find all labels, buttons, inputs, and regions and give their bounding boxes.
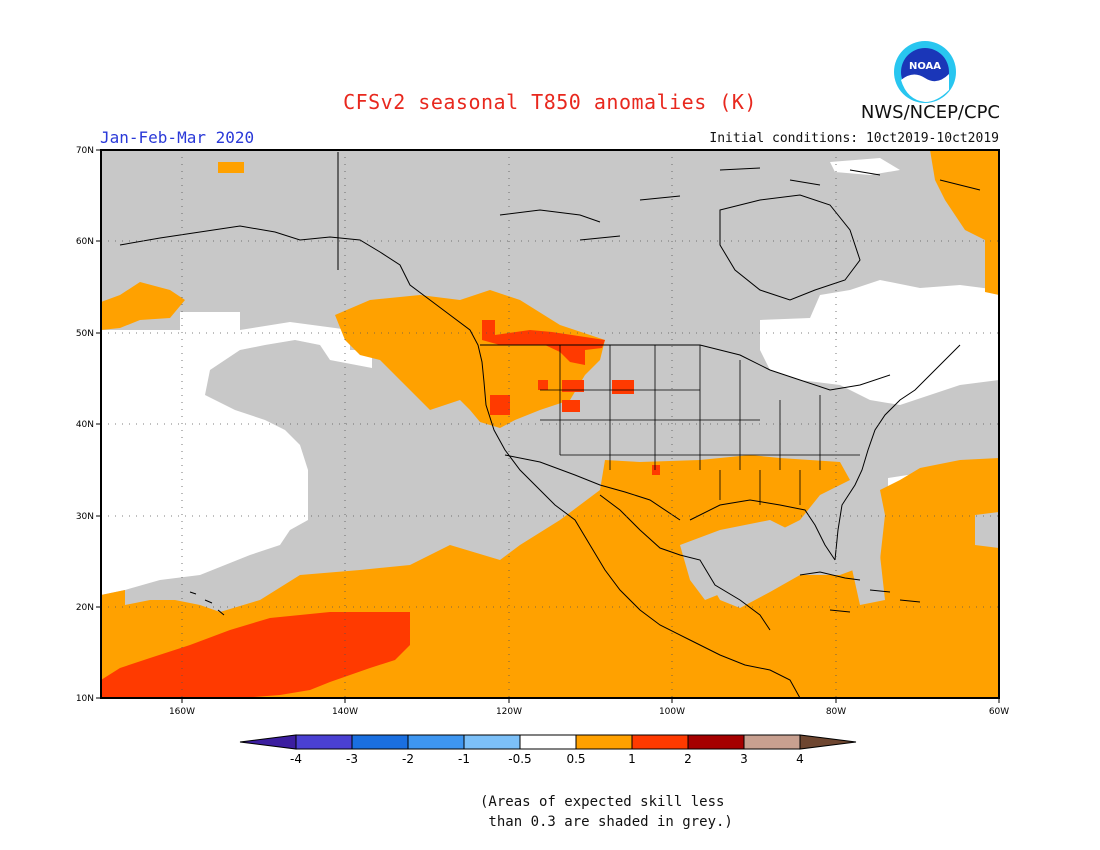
skill-less-grey-region-atlantic	[850, 512, 999, 605]
lon-label: 60W	[989, 707, 1009, 717]
agency-label: NWS/NCEP/CPC	[860, 102, 1000, 123]
initial-conditions-label: Initial conditions: 10ct2019-10ct2019	[709, 131, 999, 146]
colorbar-box	[463, 734, 521, 750]
coastline-west	[119, 225, 801, 698]
colorbar-box	[407, 734, 465, 750]
lon-label: 160W	[169, 707, 195, 717]
skill-less-grey-region-gulf	[680, 520, 800, 600]
colorbar-label: 2	[684, 752, 692, 766]
footnote-line-2: than 0.3 are shaded in grey.)	[480, 814, 733, 830]
states	[540, 345, 860, 505]
lon-label: 120W	[496, 707, 522, 717]
warm-orange-region-arctic	[930, 150, 999, 295]
noaa-logo-icon: NOAA	[894, 41, 956, 103]
neutral-white-region-canada-east	[760, 280, 999, 405]
season-label: Jan-Feb-Mar 2020	[100, 128, 255, 147]
skill-footnote: (Areas of expected skill less than 0.3 a…	[480, 792, 733, 832]
axis-ticks	[96, 149, 1000, 703]
coastline-gulf	[599, 494, 771, 631]
svg-text:NOAA: NOAA	[909, 61, 941, 72]
lat-label: 10N	[76, 694, 94, 704]
colorbar: -4 -3 -2 -1 -0.5 0.5 1 2 3 4	[239, 734, 857, 766]
chart-title: CFSv2 seasonal T850 anomalies (K)	[343, 90, 757, 114]
colorbar-box	[295, 734, 353, 750]
warm-red-region-pacific	[101, 612, 410, 698]
lon-labels: 160W 140W 120W 100W 80W 60W	[169, 707, 1009, 717]
hawaii	[189, 591, 225, 616]
warm-red-region-northwest	[482, 320, 605, 365]
lon-label: 100W	[659, 707, 685, 717]
warm-orange-region-small	[218, 162, 244, 173]
colorbar-box	[631, 734, 689, 750]
colorbar-box	[687, 734, 745, 750]
coastline-east	[834, 344, 961, 561]
colorbar-box	[743, 734, 801, 750]
lat-label: 40N	[76, 420, 94, 430]
border-us-canada	[480, 344, 891, 391]
lat-label: 30N	[76, 512, 94, 522]
warm-red-patch	[538, 380, 548, 390]
warm-red-patch	[652, 465, 660, 475]
warm-orange-region-alaska-gulf	[101, 282, 185, 330]
coastlines	[119, 152, 981, 698]
colorbar-label: 3	[740, 752, 748, 766]
colorbar-arrow-left	[239, 734, 297, 750]
warm-red-patch	[490, 395, 510, 415]
colorbar-label: 4	[796, 752, 804, 766]
colorbar-box	[351, 734, 409, 750]
caribbean-islands	[799, 571, 921, 613]
lat-labels: 70N 60N 50N 40N 30N 20N 10N	[76, 146, 94, 704]
arctic-islands	[499, 167, 981, 241]
lat-label: 70N	[76, 146, 94, 156]
lon-label: 80W	[826, 707, 846, 717]
colorbar-label: -1	[458, 752, 470, 766]
colorbar-box	[519, 734, 577, 750]
lat-label: 60N	[76, 237, 94, 247]
warm-red-patch	[562, 400, 580, 412]
colorbar-label: -2	[402, 752, 414, 766]
colorbar-label: 0.5	[566, 752, 585, 766]
warm-orange-region-northwest	[335, 290, 605, 428]
warm-red-patch	[612, 380, 634, 394]
colorbar-box	[575, 734, 633, 750]
coastline-hudson	[719, 194, 861, 301]
neutral-white-region-arctic	[830, 158, 900, 175]
colorbar-arrow-right	[799, 734, 857, 750]
lat-label: 20N	[76, 603, 94, 613]
colorbar-label: -4	[290, 752, 302, 766]
colorbar-label: -0.5	[508, 752, 531, 766]
lat-label: 50N	[76, 329, 94, 339]
colorbar-label: 1	[628, 752, 636, 766]
footnote-line-1: (Areas of expected skill less	[480, 794, 725, 810]
neutral-white-region-pacific	[101, 312, 372, 595]
warm-red-patch	[562, 380, 584, 392]
coastline-gulf-north	[689, 499, 836, 561]
colorbar-label: -3	[346, 752, 358, 766]
lon-label: 140W	[332, 707, 358, 717]
border-us-mexico	[504, 454, 681, 521]
gridlines	[101, 150, 999, 698]
anomaly-map: 70N 60N 50N 40N 30N 20N 10N 160W 140W 12…	[76, 146, 1009, 766]
